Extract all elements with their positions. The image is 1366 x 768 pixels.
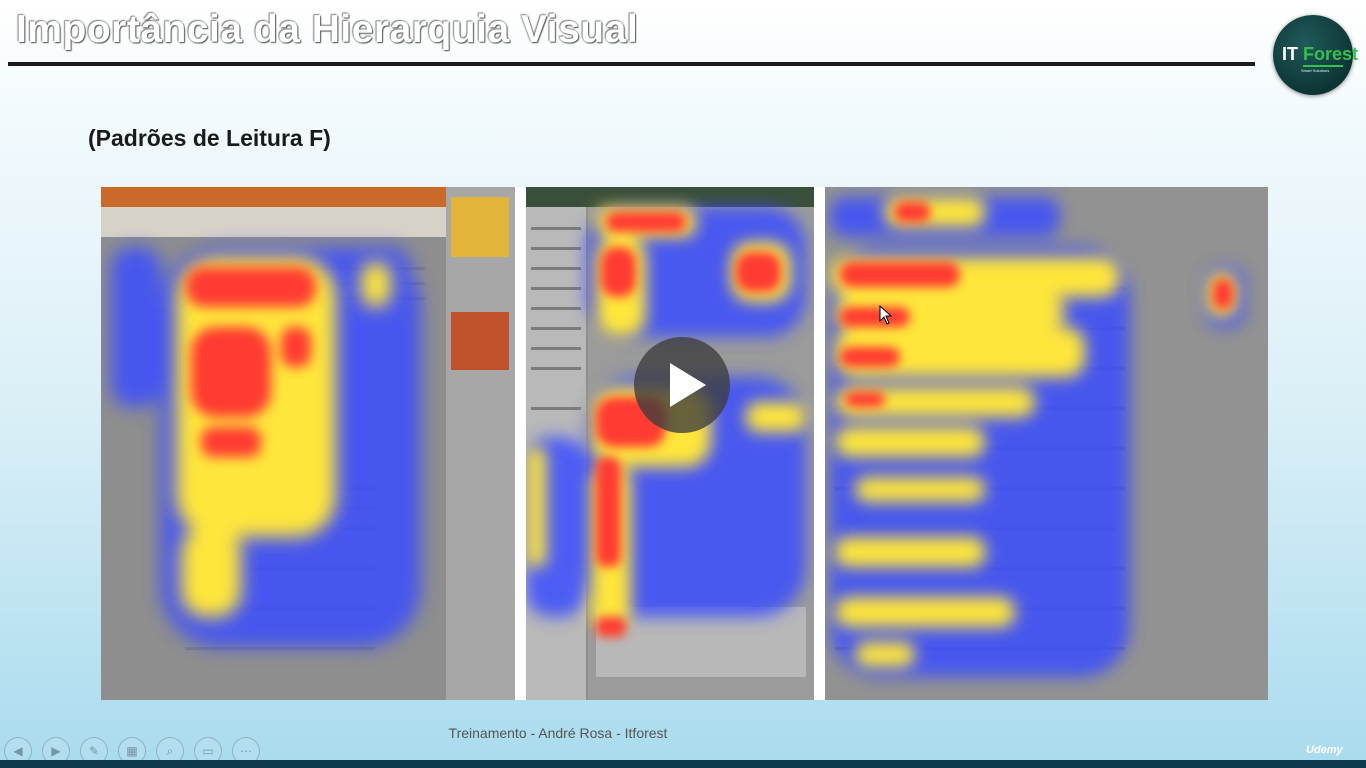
itforest-logo: IT Forest Smart Solutions bbox=[1273, 15, 1358, 95]
f-pattern-heatmap-image bbox=[101, 187, 1268, 700]
play-button[interactable] bbox=[634, 337, 730, 433]
bottom-bar bbox=[0, 760, 1366, 768]
slide-title: Importância da Hierarquia Visual bbox=[16, 8, 639, 51]
heatmap-panel-article bbox=[101, 187, 515, 700]
heatmap-panel-search-results bbox=[825, 187, 1268, 700]
footer-credit: Treinamento - André Rosa - Itforest bbox=[448, 725, 668, 741]
slide-subtitle: (Padrões de Leitura F) bbox=[88, 125, 331, 151]
logo-underline bbox=[1303, 65, 1343, 67]
title-divider bbox=[8, 62, 1255, 66]
logo-tagline: Smart Solutions bbox=[1301, 68, 1330, 73]
play-icon bbox=[670, 363, 706, 407]
udemy-watermark: Udemy bbox=[1306, 744, 1343, 756]
logo-text-forest: Forest bbox=[1303, 44, 1359, 64]
logo-text-it: IT bbox=[1282, 44, 1298, 64]
mouse-cursor-icon bbox=[879, 305, 893, 325]
heatmap-panel-product bbox=[526, 187, 814, 700]
